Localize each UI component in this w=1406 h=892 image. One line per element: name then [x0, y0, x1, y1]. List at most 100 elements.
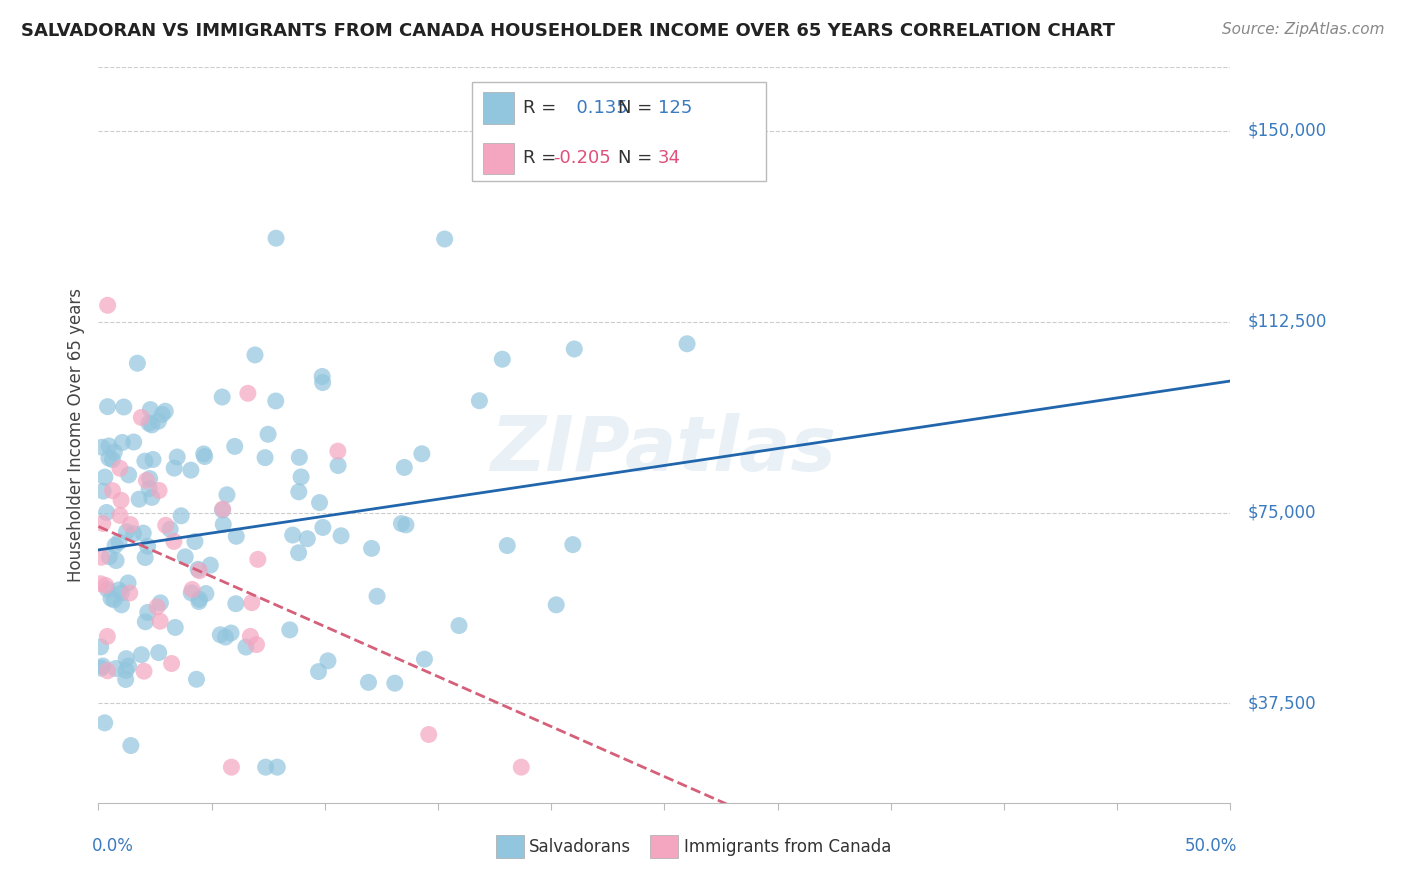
- Point: [676, 336, 699, 351]
- Text: R =: R =: [523, 99, 555, 117]
- Point: [131, 410, 153, 425]
- Text: Salvadorans: Salvadorans: [530, 838, 631, 855]
- Point: [110, 586, 132, 600]
- Text: -0.205: -0.205: [554, 149, 612, 167]
- Point: [170, 508, 193, 523]
- Point: [138, 416, 160, 430]
- Point: [141, 491, 163, 505]
- Point: [90, 640, 112, 654]
- Point: [138, 482, 160, 496]
- Point: [491, 352, 513, 367]
- Point: [93, 715, 115, 730]
- Point: [236, 386, 259, 401]
- Point: [311, 376, 333, 390]
- Point: [254, 760, 277, 774]
- Point: [155, 518, 177, 533]
- Point: [91, 659, 114, 673]
- Text: $150,000: $150,000: [1247, 121, 1326, 139]
- Point: [221, 760, 243, 774]
- Point: [112, 400, 135, 414]
- Point: [108, 582, 131, 597]
- Text: 50.0%: 50.0%: [1185, 837, 1237, 855]
- Point: [104, 661, 127, 675]
- Point: [101, 452, 124, 467]
- Point: [101, 483, 124, 498]
- Point: [188, 592, 211, 607]
- Point: [110, 598, 132, 612]
- Point: [366, 590, 388, 604]
- Point: [297, 532, 319, 546]
- Point: [212, 517, 235, 532]
- Point: [108, 461, 131, 475]
- Point: [209, 628, 232, 642]
- Text: SALVADORAN VS IMMIGRANTS FROM CANADA HOUSEHOLDER INCOME OVER 65 YEARS CORRELATIO: SALVADORAN VS IMMIGRANTS FROM CANADA HOU…: [21, 22, 1115, 40]
- Point: [243, 348, 266, 362]
- Point: [96, 400, 118, 414]
- Point: [278, 623, 301, 637]
- Point: [245, 638, 267, 652]
- Point: [134, 454, 156, 468]
- Point: [90, 550, 112, 565]
- Point: [546, 598, 568, 612]
- Text: 0.0%: 0.0%: [91, 837, 134, 855]
- Point: [184, 534, 207, 549]
- Point: [94, 470, 117, 484]
- Text: 0.135: 0.135: [565, 99, 627, 117]
- Point: [186, 673, 208, 687]
- Point: [288, 484, 311, 499]
- Point: [194, 586, 217, 600]
- Point: [117, 576, 139, 591]
- Point: [308, 665, 330, 679]
- Point: [96, 582, 118, 597]
- Point: [496, 539, 519, 553]
- Point: [211, 502, 233, 516]
- Point: [180, 586, 202, 600]
- Point: [115, 651, 138, 665]
- Point: [225, 529, 247, 543]
- Point: [311, 369, 333, 384]
- Point: [90, 661, 112, 675]
- Point: [562, 342, 585, 356]
- Point: [91, 484, 114, 499]
- Point: [149, 596, 172, 610]
- Point: [561, 538, 583, 552]
- Point: [103, 445, 125, 459]
- Point: [110, 493, 132, 508]
- Text: N =: N =: [619, 149, 652, 167]
- Point: [104, 539, 127, 553]
- Point: [96, 629, 118, 643]
- Point: [357, 675, 380, 690]
- Point: [94, 578, 117, 592]
- Point: [266, 760, 288, 774]
- Text: R =: R =: [523, 149, 555, 167]
- Point: [290, 470, 312, 484]
- Point: [287, 546, 309, 560]
- Point: [281, 528, 304, 542]
- Point: [214, 630, 236, 644]
- Point: [98, 549, 121, 564]
- Point: [96, 664, 118, 678]
- Point: [148, 414, 170, 428]
- Point: [308, 495, 330, 509]
- Point: [326, 444, 349, 458]
- Point: [108, 508, 131, 523]
- Point: [224, 439, 246, 453]
- Text: $112,500: $112,500: [1247, 312, 1327, 331]
- Point: [91, 516, 114, 531]
- Text: Immigrants from Canada: Immigrants from Canada: [685, 838, 891, 855]
- Point: [117, 659, 139, 673]
- Point: [128, 492, 150, 507]
- Point: [114, 673, 136, 687]
- Point: [211, 503, 233, 517]
- Point: [360, 541, 382, 556]
- Point: [447, 618, 470, 632]
- Point: [111, 435, 134, 450]
- Point: [180, 463, 202, 477]
- Point: [97, 451, 120, 466]
- Point: [200, 558, 222, 573]
- Point: [264, 394, 287, 409]
- Point: [384, 676, 406, 690]
- Point: [132, 664, 155, 678]
- Point: [148, 646, 170, 660]
- Y-axis label: Householder Income Over 65 years: Householder Income Over 65 years: [66, 288, 84, 582]
